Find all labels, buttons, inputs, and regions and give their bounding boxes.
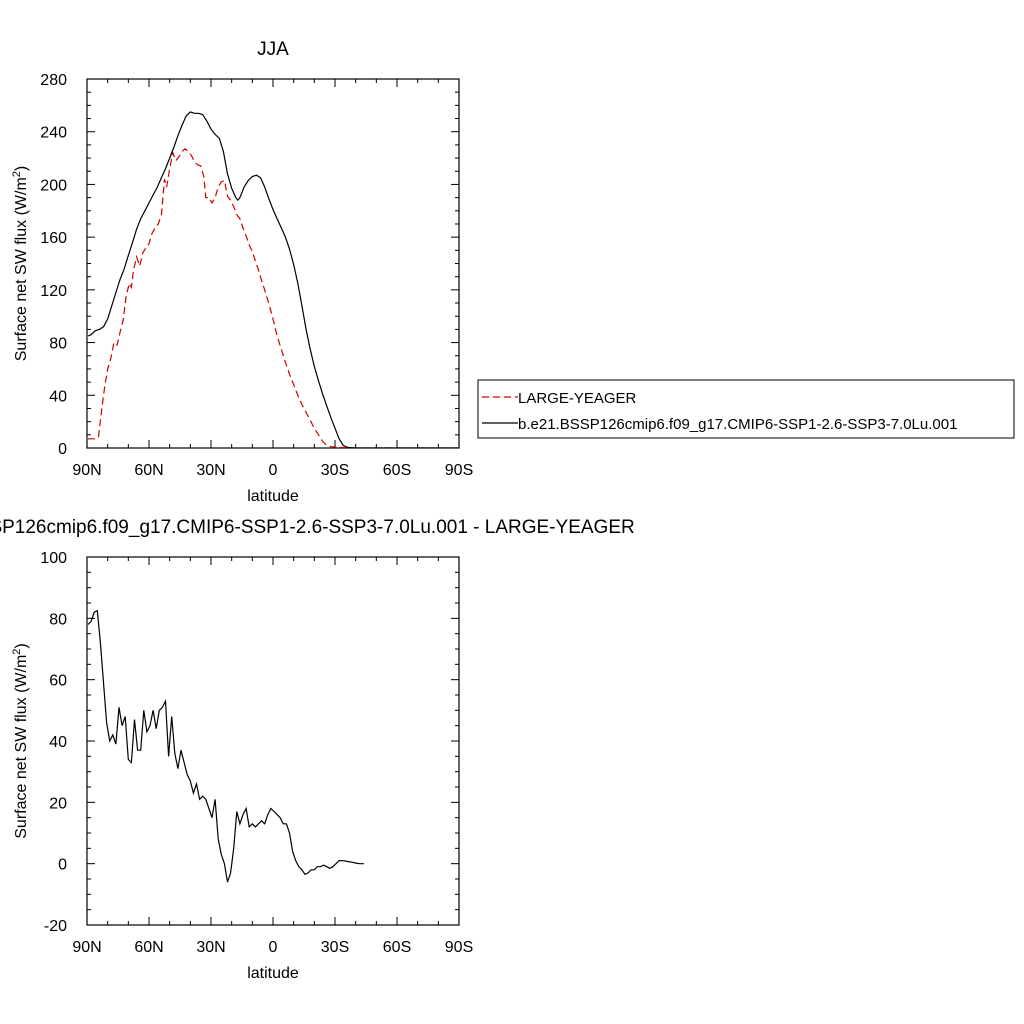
y-axis-label: Surface net SW flux (W/m2) — [11, 643, 30, 839]
y-tick-label: 80 — [49, 611, 67, 628]
y-axis-label-main: Surface net SW flux (W/m — [13, 177, 30, 361]
y-tick-label: -20 — [44, 918, 67, 935]
y-axis-label: Surface net SW flux (W/m2) — [11, 166, 30, 362]
y-tick-label: 20 — [49, 795, 67, 812]
y-axis-label-main: Surface net SW flux (W/m — [13, 655, 30, 839]
y-tick-label: 60 — [49, 673, 67, 690]
y-tick-label: 120 — [40, 283, 67, 300]
y-tick-label: 200 — [40, 177, 67, 194]
y-tick-label: 240 — [40, 125, 67, 142]
x-tick-label: 30S — [321, 939, 349, 956]
plot-frame — [86, 78, 460, 449]
chart-1: JJA 90N 60N 30N 0 30S 60S 90S 0 40 80 120 160 200 240 2… — [11, 39, 1015, 505]
y-axis-label-superscript: 2 — [11, 649, 23, 655]
series-line-2 — [87, 111, 458, 448]
x-tick-label: 90S — [445, 462, 473, 479]
x-tick-label: 30S — [321, 462, 349, 479]
x-tick-label: 30N — [196, 462, 225, 479]
y-axis-label-tail: ) — [13, 166, 30, 171]
legend-label-1: LARGE-YEAGER — [518, 390, 637, 407]
y-axis-label-superscript: 2 — [11, 171, 23, 177]
series-line-1 — [88, 148, 458, 448]
legend-box — [477, 379, 1015, 439]
x-tick-label: 90N — [72, 462, 101, 479]
legend-label-2: b.e21.BSSP126cmip6.f09_g17.CMIP6-SSP1-2.… — [518, 416, 957, 433]
plot-frame — [86, 556, 460, 926]
x-tick-label: 60N — [134, 939, 163, 956]
x-axis-label: latitude — [247, 488, 299, 505]
y-axis-label-tail: ) — [13, 643, 30, 648]
y-tick-label: 80 — [49, 336, 67, 353]
x-tick-label: 60S — [383, 939, 411, 956]
x-tick-label: 30N — [196, 939, 225, 956]
x-axis-label: latitude — [247, 965, 299, 982]
y-tick-label: 0 — [58, 441, 67, 458]
x-tick-label: 0 — [269, 939, 278, 956]
y-tick-label: 280 — [40, 72, 67, 89]
x-tick-label: 0 — [269, 462, 278, 479]
y-tick-label: 40 — [49, 388, 67, 405]
y-tick-label: 160 — [40, 230, 67, 247]
chart-title: b.e21.BSSP126cmip6.f09_g17.CMIP6-SSP1-2.… — [0, 517, 635, 538]
series-line-1 — [87, 609, 364, 883]
chart-2: b.e21.BSSP126cmip6.f09_g17.CMIP6-SSP1-2.… — [0, 517, 635, 982]
x-tick-label: 90N — [72, 939, 101, 956]
y-tick-label: 100 — [40, 550, 67, 567]
y-tick-label: 40 — [49, 734, 67, 751]
x-tick-label: 90S — [445, 939, 473, 956]
x-tick-label: 60S — [383, 462, 411, 479]
y-tick-label: 0 — [58, 857, 67, 874]
x-tick-label: 60N — [134, 462, 163, 479]
chart-title: JJA — [257, 39, 289, 60]
